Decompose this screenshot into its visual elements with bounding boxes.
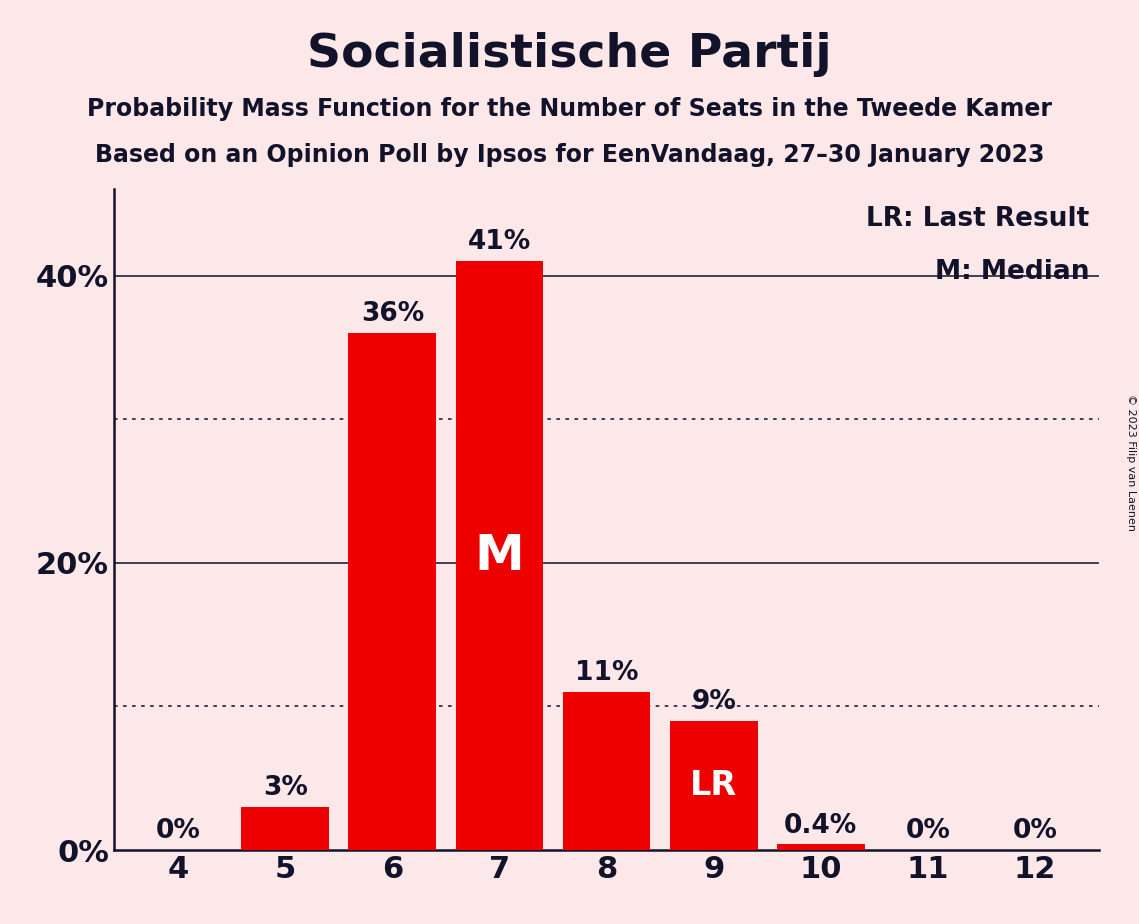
Bar bbox=[349, 333, 436, 850]
Text: Based on an Opinion Poll by Ipsos for EenVandaag, 27–30 January 2023: Based on an Opinion Poll by Ipsos for Ee… bbox=[95, 143, 1044, 167]
Bar bbox=[777, 845, 865, 850]
Text: 41%: 41% bbox=[468, 229, 531, 255]
Bar bbox=[670, 721, 757, 850]
Text: 0%: 0% bbox=[156, 819, 200, 845]
Text: 0%: 0% bbox=[1013, 819, 1057, 845]
Bar bbox=[241, 807, 329, 850]
Text: 0.4%: 0.4% bbox=[784, 812, 858, 839]
Text: 11%: 11% bbox=[575, 661, 638, 687]
Bar bbox=[563, 692, 650, 850]
Text: 0%: 0% bbox=[906, 819, 950, 845]
Text: LR: Last Result: LR: Last Result bbox=[866, 206, 1089, 232]
Text: M: Median: M: Median bbox=[935, 259, 1089, 285]
Text: 36%: 36% bbox=[361, 301, 424, 327]
Text: 9%: 9% bbox=[691, 689, 736, 715]
Text: © 2023 Filip van Laenen: © 2023 Filip van Laenen bbox=[1126, 394, 1136, 530]
Text: 3%: 3% bbox=[263, 775, 308, 801]
Text: Probability Mass Function for the Number of Seats in the Tweede Kamer: Probability Mass Function for the Number… bbox=[87, 97, 1052, 121]
Text: M: M bbox=[475, 531, 524, 579]
Text: Socialistische Partij: Socialistische Partij bbox=[308, 32, 831, 78]
Text: LR: LR bbox=[690, 769, 737, 802]
Bar bbox=[456, 261, 543, 850]
